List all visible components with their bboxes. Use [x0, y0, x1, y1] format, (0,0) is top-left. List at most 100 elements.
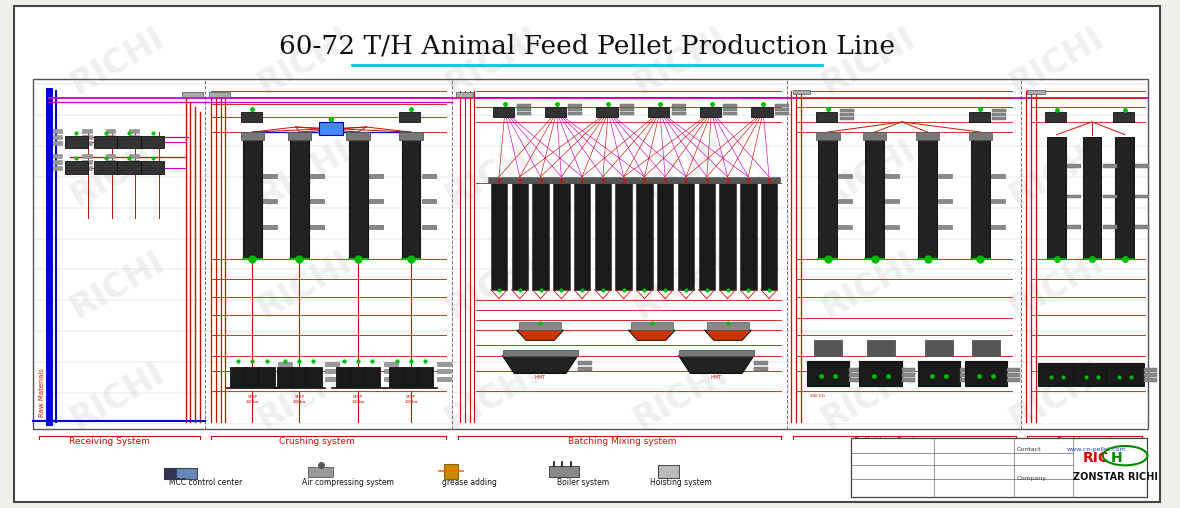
Bar	[553, 183, 570, 290]
Text: RICHI: RICHI	[1004, 244, 1109, 325]
Bar	[310, 225, 325, 229]
Bar	[140, 136, 164, 148]
Bar	[1102, 195, 1116, 198]
Text: RICHI: RICHI	[628, 133, 734, 213]
Bar	[1135, 225, 1149, 229]
Bar	[866, 340, 894, 356]
Bar	[723, 112, 738, 115]
Bar	[1143, 378, 1156, 382]
Bar	[83, 129, 92, 133]
Bar	[1067, 195, 1081, 198]
Bar	[368, 199, 382, 203]
Bar	[571, 177, 592, 183]
Bar	[885, 199, 899, 203]
Bar	[350, 367, 366, 387]
Bar	[244, 367, 261, 387]
Bar	[517, 108, 531, 111]
Bar	[290, 137, 309, 259]
Bar	[455, 92, 473, 97]
Bar	[839, 117, 853, 120]
Text: H: H	[1112, 451, 1122, 465]
Text: RICHI: RICHI	[815, 356, 922, 436]
Bar	[965, 361, 1008, 386]
Text: Air compressing system: Air compressing system	[302, 478, 393, 487]
Bar	[569, 104, 583, 107]
Bar	[129, 154, 138, 158]
Bar	[545, 107, 566, 117]
Bar	[677, 183, 694, 290]
Bar	[140, 161, 164, 174]
Bar	[592, 177, 614, 183]
Bar	[551, 177, 572, 183]
Bar	[793, 90, 811, 94]
Bar	[969, 112, 990, 122]
Text: SSE KG: SSE KG	[811, 394, 825, 398]
Text: Crushing system: Crushing system	[280, 437, 355, 447]
Bar	[83, 166, 92, 170]
Bar	[510, 177, 530, 183]
Bar	[230, 367, 247, 387]
Bar	[938, 174, 952, 178]
Text: SFSP
100kw: SFSP 100kw	[352, 395, 365, 404]
Bar	[368, 225, 382, 229]
Bar	[263, 225, 277, 229]
Bar	[444, 464, 458, 479]
Bar	[807, 361, 848, 386]
Bar	[1082, 137, 1101, 259]
Bar	[614, 177, 634, 183]
Bar	[1045, 112, 1066, 122]
Text: RICHI: RICHI	[65, 21, 170, 101]
Bar	[902, 373, 914, 377]
Bar	[421, 225, 435, 229]
Bar	[65, 136, 88, 148]
Bar	[699, 183, 715, 290]
Bar	[938, 199, 952, 203]
Text: RIC: RIC	[1082, 451, 1109, 465]
Bar	[569, 108, 583, 111]
Text: SFSP
100kw: SFSP 100kw	[405, 395, 418, 404]
Bar	[648, 107, 669, 117]
Bar	[241, 132, 264, 140]
Bar	[938, 225, 952, 229]
Polygon shape	[678, 356, 754, 373]
Bar	[517, 104, 531, 107]
Bar	[961, 378, 974, 382]
Bar	[991, 225, 1005, 229]
Bar	[182, 92, 203, 97]
Bar	[972, 340, 1001, 356]
Text: Pelleting System: Pelleting System	[854, 437, 930, 447]
Bar	[421, 174, 435, 178]
Bar	[839, 109, 853, 112]
Bar	[517, 112, 531, 115]
Bar	[1115, 137, 1134, 259]
Bar	[308, 467, 334, 477]
Text: Company: Company	[1016, 477, 1047, 482]
Text: RICHI: RICHI	[440, 21, 546, 101]
Bar	[678, 350, 754, 356]
Bar	[83, 160, 92, 164]
Bar	[243, 137, 262, 259]
Bar	[310, 199, 325, 203]
Bar	[671, 104, 686, 107]
Bar	[384, 362, 398, 366]
Bar	[885, 225, 899, 229]
Bar	[512, 183, 527, 290]
Bar	[838, 199, 852, 203]
Text: HMT: HMT	[535, 375, 545, 380]
Bar	[306, 367, 322, 387]
Polygon shape	[503, 356, 578, 373]
Bar	[814, 340, 841, 356]
Text: Hoisting system: Hoisting system	[650, 478, 712, 487]
Bar	[437, 369, 451, 373]
Bar	[129, 129, 138, 133]
Bar	[277, 367, 294, 387]
Bar	[368, 174, 382, 178]
Text: Raw Materials: Raw Materials	[39, 368, 45, 417]
Bar	[401, 137, 420, 259]
Bar	[723, 104, 738, 107]
Bar	[1143, 373, 1156, 377]
Bar	[991, 174, 1005, 178]
Bar	[1110, 378, 1123, 382]
Bar	[421, 199, 435, 203]
Bar	[399, 112, 420, 122]
